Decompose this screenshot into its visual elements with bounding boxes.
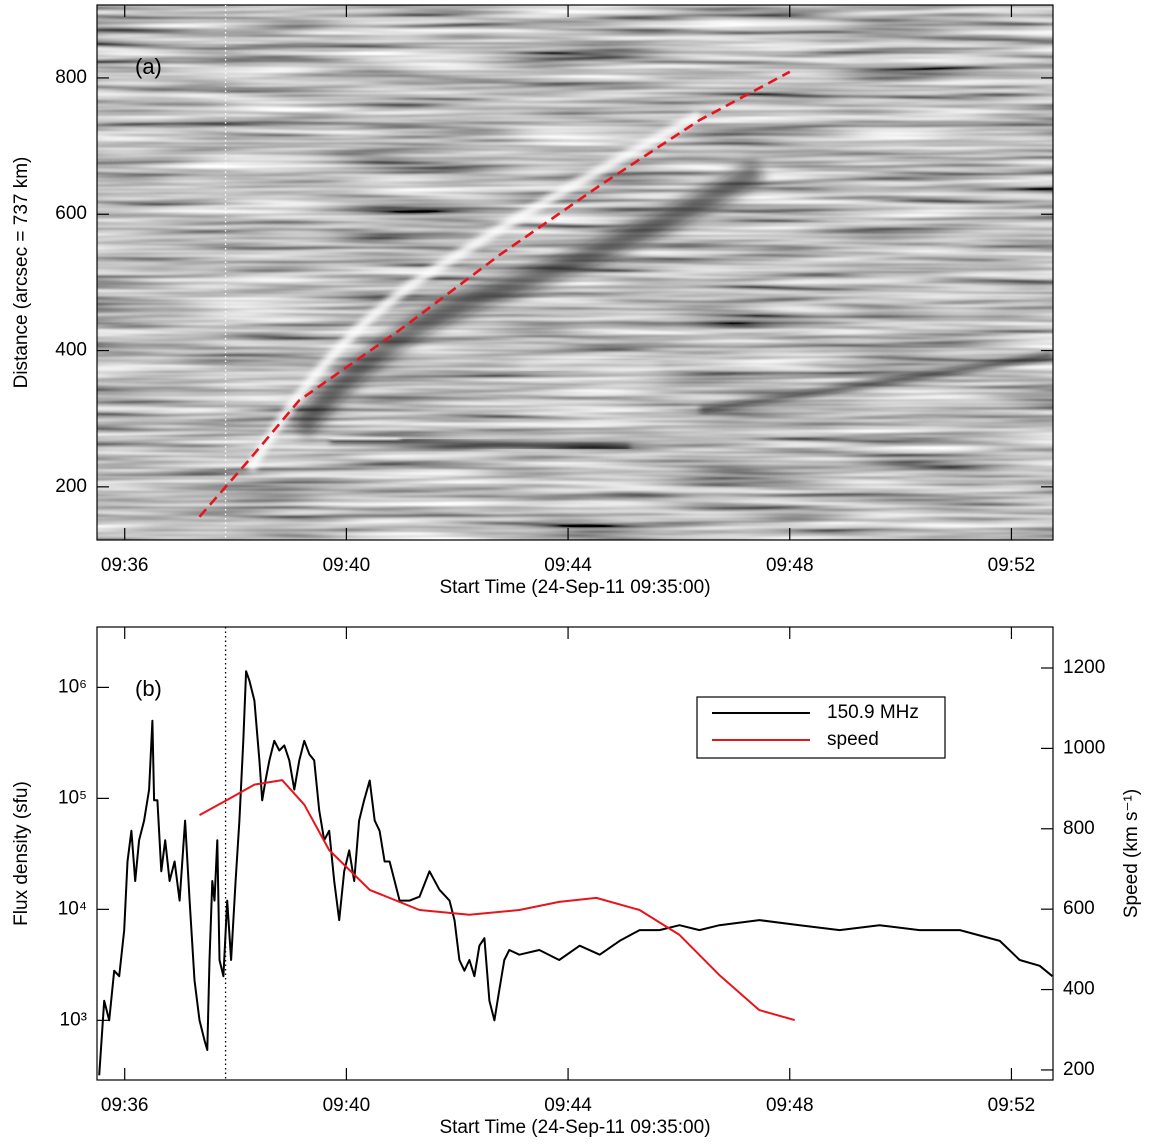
x-axis-label: Start Time (24-Sep-11 09:35:00)	[439, 577, 710, 598]
x-tick-label: 09:48	[766, 555, 814, 576]
series-line	[199, 779, 795, 1022]
y2-tick-label: 200	[1063, 1059, 1095, 1080]
series-group	[198, 70, 791, 518]
x-tick-label: 09:52	[988, 555, 1036, 576]
y2-tick-label: 800	[1063, 818, 1095, 839]
plot-frame	[96, 4, 1054, 541]
y2-tick-label: 600	[1063, 898, 1095, 919]
y-tick-label: 10⁶	[58, 676, 87, 697]
y-tick-label: 800	[55, 67, 87, 88]
y-tick-label: 10⁴	[58, 898, 87, 919]
series-group	[98, 670, 1053, 1076]
legend-label: 150.9 MHz	[827, 702, 919, 723]
panel-label: (b)	[135, 676, 162, 701]
series-line	[198, 70, 791, 518]
image-background	[97, 5, 1053, 540]
y-tick-label: 400	[55, 340, 87, 361]
series-line	[98, 670, 1053, 1076]
x-tick-label: 09:40	[323, 555, 371, 576]
x-tick-label: 09:48	[766, 1095, 814, 1116]
x-tick-label: 09:44	[544, 555, 592, 576]
y-axis-label: Flux density (sfu)	[11, 781, 32, 926]
y-tick-label: 600	[55, 203, 87, 224]
legend-label: speed	[827, 729, 879, 750]
plot-frame	[96, 626, 1054, 1081]
y-tick-label: 10³	[60, 1009, 87, 1030]
legend-box	[696, 696, 946, 759]
y-tick-label: 200	[55, 476, 87, 497]
y-tick-label: 10⁵	[58, 787, 87, 808]
y2-tick-label: 1000	[1063, 737, 1105, 758]
y2-tick-label: 400	[1063, 979, 1095, 1000]
x-axis-label: Start Time (24-Sep-11 09:35:00)	[439, 1117, 710, 1138]
x-tick-label: 09:44	[544, 1095, 592, 1116]
x-tick-label: 09:36	[101, 555, 149, 576]
x-tick-label: 09:36	[101, 1095, 149, 1116]
y2-axis-label: Speed (km s⁻¹)	[1121, 789, 1142, 918]
x-tick-label: 09:52	[988, 1095, 1036, 1116]
y-axis-label: Distance (arcsec = 737 km)	[11, 157, 32, 389]
panel-label: (a)	[135, 54, 162, 79]
x-tick-label: 09:40	[323, 1095, 371, 1116]
y2-tick-label: 1200	[1063, 657, 1105, 678]
